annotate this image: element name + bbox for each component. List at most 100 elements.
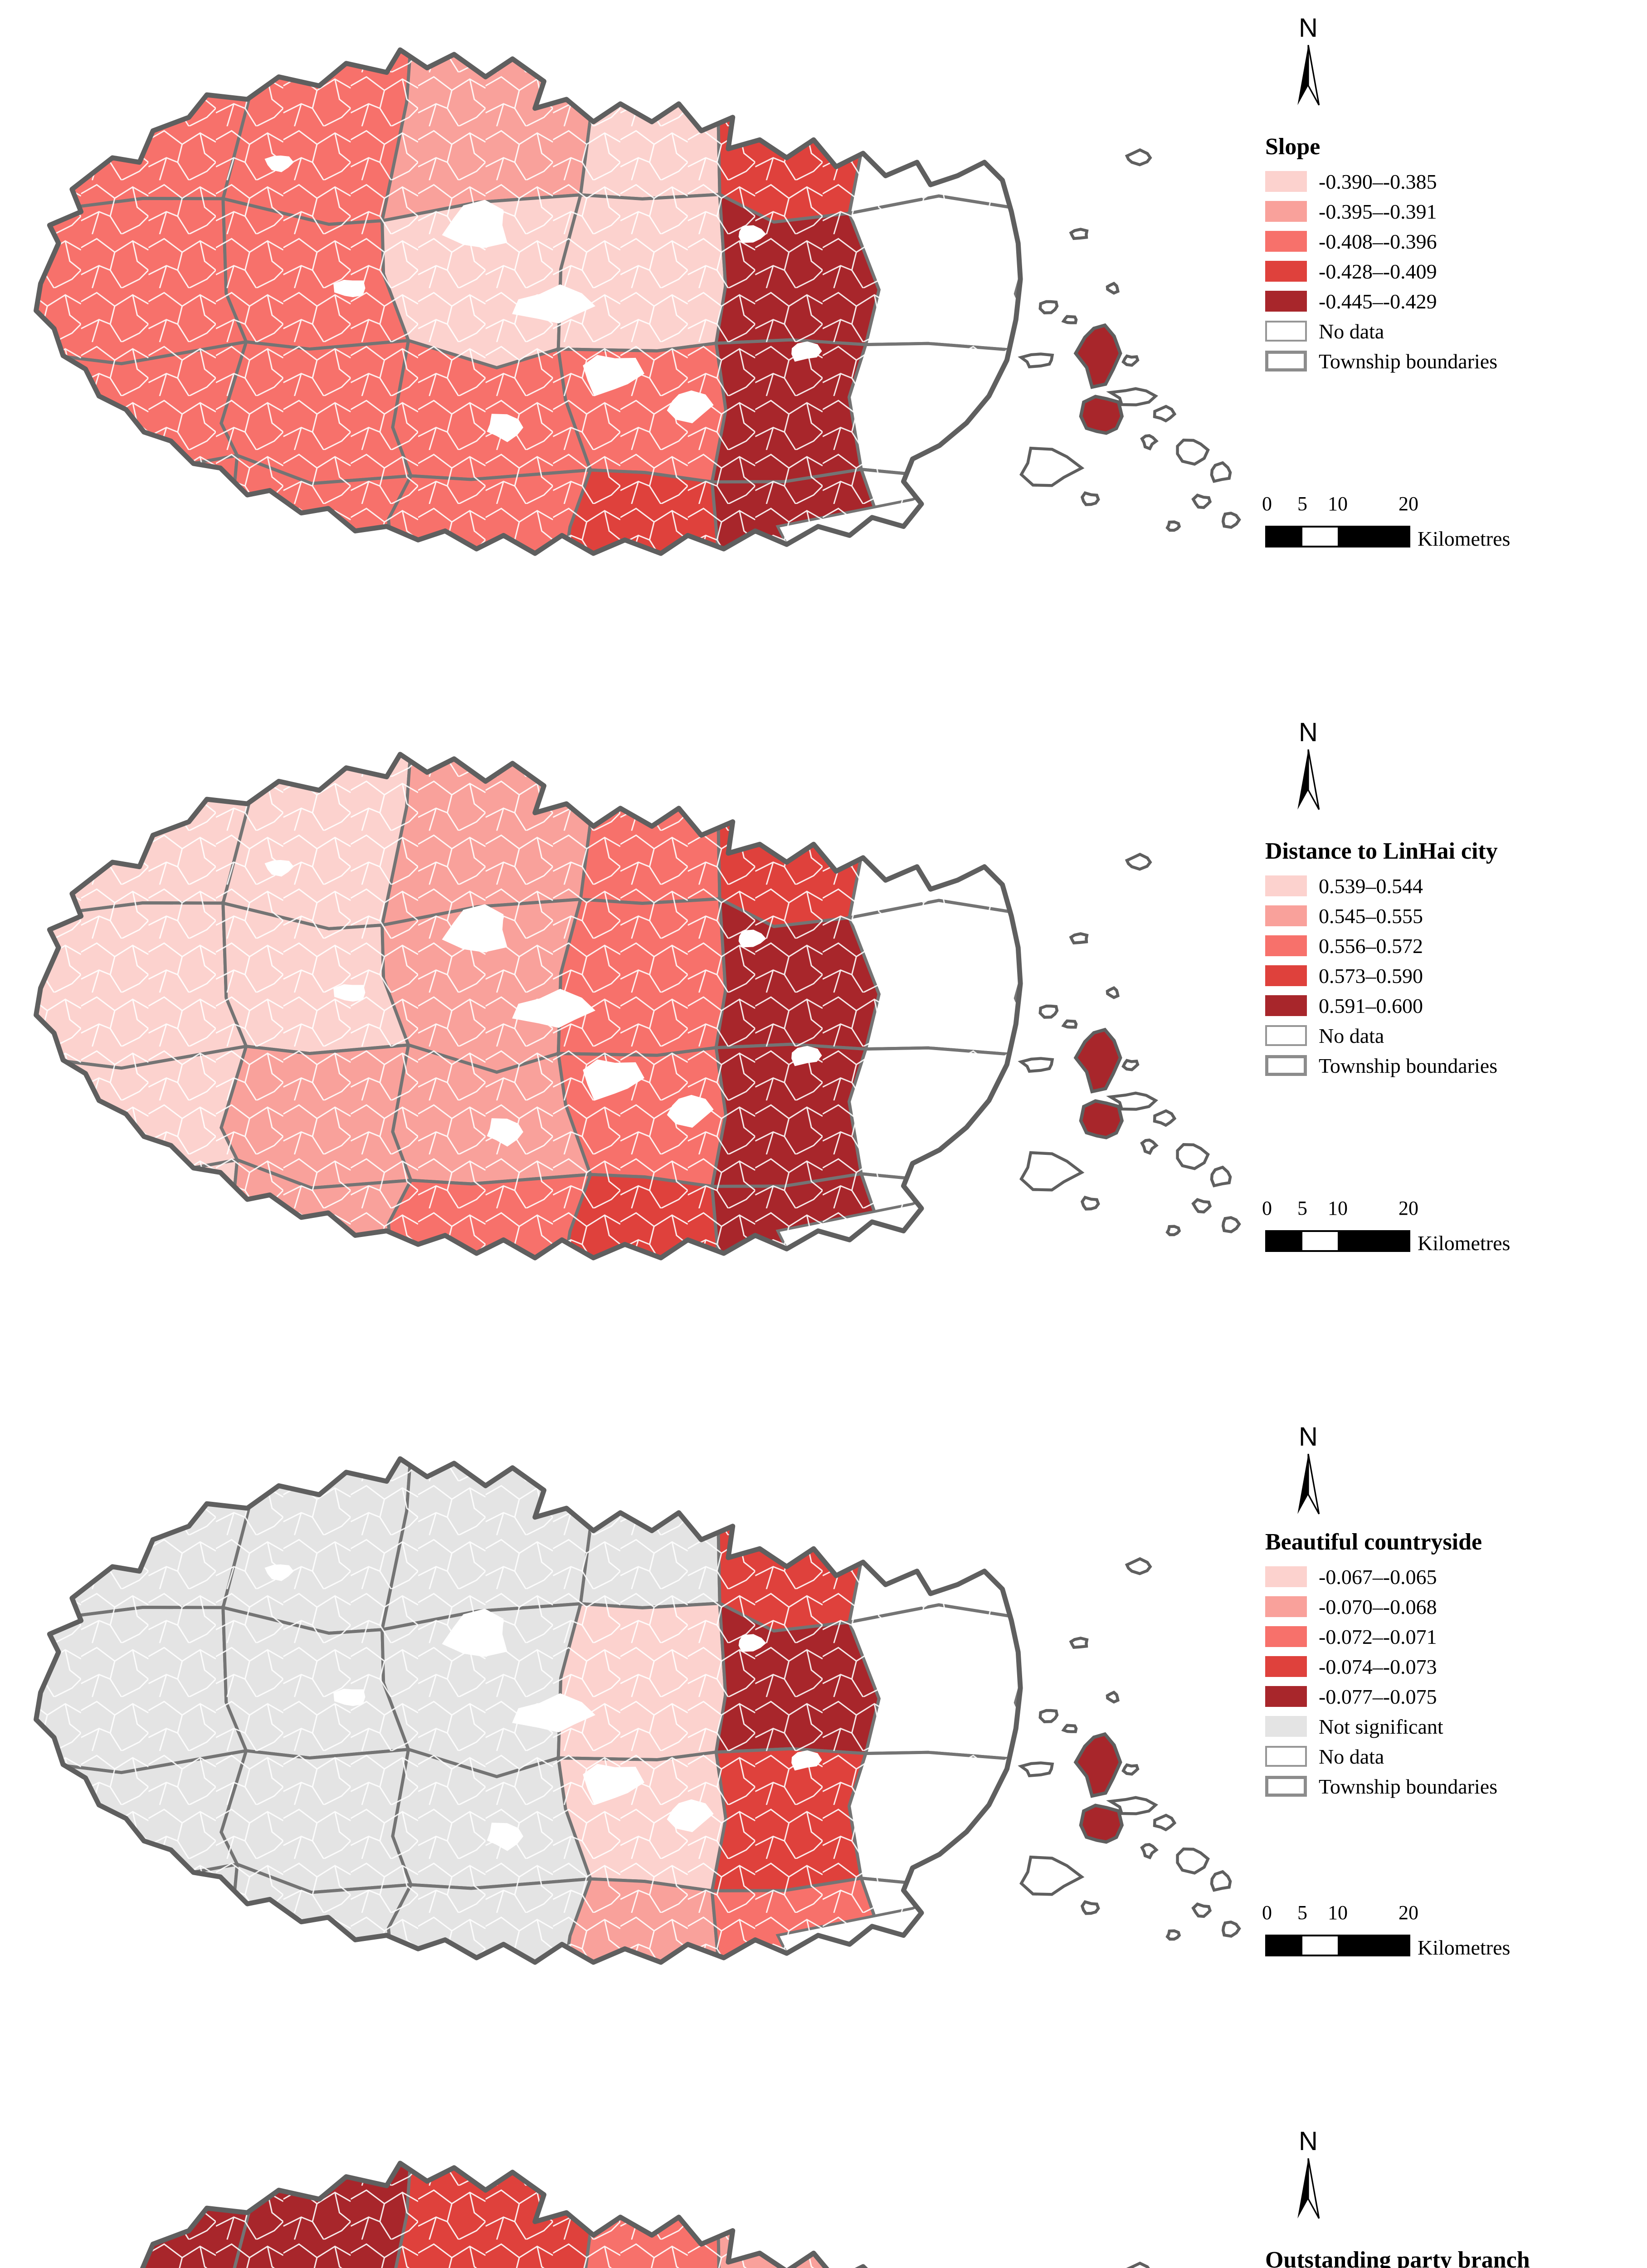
island-outline: [1106, 986, 1120, 999]
island-region-1: [1073, 1027, 1122, 1094]
north-arrow-icon: N: [1277, 718, 1340, 818]
island-outline: [1191, 1198, 1212, 1214]
legend-row: Township boundaries: [1265, 1051, 1637, 1080]
island-outline: [1191, 1902, 1212, 1918]
island-outline: [1069, 228, 1089, 240]
legend-label: 0.556–0.572: [1319, 934, 1423, 958]
legend-row: Township boundaries: [1265, 1771, 1637, 1801]
scale-unit-label: Kilometres: [1418, 1232, 1511, 1255]
legend-swatch-nodata: [1265, 1025, 1307, 1046]
island-outline: [1125, 148, 1152, 166]
scale-tick-label: 5: [1297, 493, 1307, 515]
scale-tick-label: 10: [1328, 1197, 1348, 1219]
legend-rows: -0.390–-0.385 -0.395–-0.391 -0.408–-0.396 -…: [1265, 166, 1637, 376]
legend-label: Township boundaries: [1319, 1054, 1498, 1077]
island-outline: [1038, 300, 1059, 315]
scale-bar-ticks: 0 5 10 20: [1262, 1901, 1610, 1927]
island-outline: [1121, 354, 1140, 367]
north-arrow-icon: N: [1277, 1422, 1340, 1522]
island-outline: [1210, 461, 1232, 483]
island-outline: [1019, 446, 1085, 487]
island-region-2: [1079, 1804, 1124, 1844]
legend-label: No data: [1319, 1745, 1384, 1768]
legend-label: -0.067–-0.065: [1319, 1565, 1437, 1589]
scale-tick-label: 5: [1297, 1197, 1307, 1219]
legend-row: 0.591–0.600: [1265, 991, 1637, 1021]
island-outline: [1191, 494, 1212, 509]
island-outline: [1165, 1225, 1181, 1237]
island-outline: [1018, 1057, 1054, 1073]
map-panel-beautiful-countryside: N Beautiful countryside -0.067–-0.065 -0.…: [0, 1409, 1647, 2113]
legend-label: -0.072–-0.071: [1319, 1625, 1437, 1648]
scale-tick-label: 5: [1297, 1901, 1307, 1924]
choropleth-map-outstanding-party-branch[interactable]: [14, 2131, 1283, 2268]
township-region-A4: [36, 453, 247, 554]
county-coastline: [34, 1456, 1023, 1965]
legend-row: 0.545–0.555: [1265, 901, 1637, 931]
legend-row: 0.556–0.572: [1265, 931, 1637, 961]
county-coastline: [34, 47, 1023, 556]
scale-tick-label: 10: [1328, 493, 1348, 515]
island-outline: [1140, 1843, 1159, 1860]
legend-label: -0.408–-0.396: [1319, 230, 1437, 253]
north-arrow-glyph: [1297, 1453, 1320, 1515]
scale-tick-label: 20: [1398, 1901, 1418, 1924]
legend-swatch-c1: [1265, 1566, 1307, 1587]
legend-swatch-nodata: [1265, 1746, 1307, 1767]
legend-swatch-c4: [1265, 261, 1307, 282]
legend-row: -0.067–-0.065: [1265, 1562, 1637, 1592]
island-outline: [1140, 434, 1159, 451]
legend-swatch-c3: [1265, 935, 1307, 956]
island-outline: [1038, 1709, 1059, 1724]
legend-row: No data: [1265, 1741, 1637, 1771]
island-outline: [1221, 1216, 1241, 1233]
island-region-2: [1079, 1099, 1124, 1139]
scale-bar: 0 5 10 20 Kilometres: [1262, 1197, 1610, 1278]
township-region-E1: [707, 2163, 878, 2268]
legend-swatch-c5: [1265, 995, 1307, 1016]
legend-row: No data: [1265, 1021, 1637, 1051]
legend-swatch-c4: [1265, 965, 1307, 986]
north-label: N: [1299, 2126, 1318, 2156]
legend-label: -0.395–-0.391: [1319, 200, 1437, 223]
north-label: N: [1299, 718, 1318, 747]
north-arrow-glyph: [1297, 2158, 1320, 2219]
county-coastline: [140, 2160, 868, 2268]
legend-swatch-c4: [1265, 1656, 1307, 1677]
township-region-F1: [847, 2163, 1021, 2268]
island-outline: [1176, 1143, 1210, 1170]
legend-row: 0.539–0.544: [1265, 871, 1637, 901]
legend-row: No data: [1265, 316, 1637, 346]
island-outline: [1210, 1165, 1232, 1188]
island-region-1: [1073, 323, 1122, 389]
map-canvas: [36, 2160, 1150, 2268]
map-legend: Beautiful countryside -0.067–-0.065 -0.07…: [1265, 1529, 1637, 1801]
legend-row: Township boundaries: [1265, 346, 1637, 376]
legend-title: Beautiful countryside: [1265, 1529, 1482, 1555]
legend-row: -0.077–-0.075: [1265, 1681, 1637, 1711]
island-outline: [1140, 1139, 1159, 1155]
island-outline: [1069, 1637, 1089, 1649]
legend-label: 0.591–0.600: [1319, 994, 1423, 1017]
choropleth-map-beautiful-countryside[interactable]: [14, 1427, 1283, 1994]
legend-title: Slope: [1265, 134, 1321, 160]
scale-bar-ticks: 0 5 10 20: [1262, 1197, 1610, 1223]
island-outline: [1165, 520, 1181, 532]
scale-bar: 0 5 10 20 Kilometres: [1262, 492, 1610, 574]
island-outline: [1080, 1900, 1100, 1915]
map-panel-outstanding-party-branch: N Outstanding party branch -0.116–-0.109…: [0, 2113, 1647, 2268]
north-arrow-glyph: [1297, 44, 1320, 106]
choropleth-map-slope[interactable]: [14, 18, 1283, 585]
island-outline: [1080, 1195, 1100, 1211]
island-outline: [1176, 439, 1210, 466]
legend-label: -0.445–-0.429: [1319, 289, 1437, 313]
legend-row: -0.445–-0.429: [1265, 286, 1637, 316]
legend-row: 0.573–0.590: [1265, 961, 1637, 991]
scale-unit-label: Kilometres: [1418, 1936, 1511, 1959]
legend-swatch-township: [1265, 351, 1307, 371]
scale-tick-label: 10: [1328, 1901, 1348, 1924]
scale-tick-label: 0: [1262, 1197, 1272, 1219]
choropleth-map-distance-to-linhai-city[interactable]: [14, 723, 1283, 1290]
scale-tick-label: 0: [1262, 1901, 1272, 1924]
